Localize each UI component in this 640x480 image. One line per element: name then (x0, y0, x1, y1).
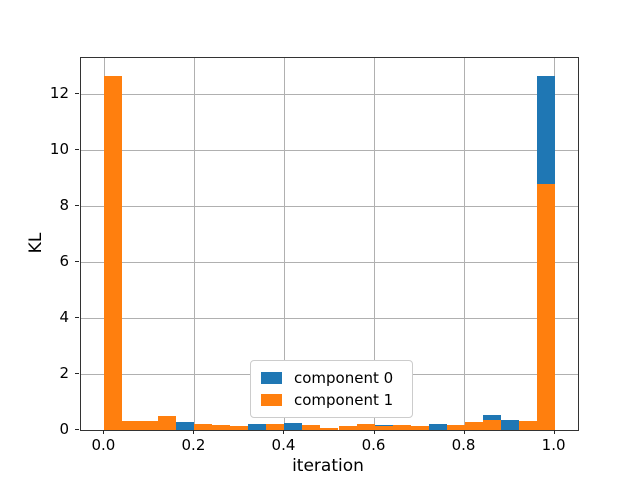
x-tick-label: 0.8 (451, 436, 476, 454)
bar-component-1-bin-20 (464, 421, 483, 430)
bar-component-1-bin-2 (140, 420, 159, 430)
y-tick-mark (75, 149, 79, 151)
gridline-vertical (464, 58, 466, 430)
bar-component-0-bin-4 (176, 421, 195, 430)
bar-component-1-bin-15 (374, 425, 393, 430)
legend: component 0 component 1 (250, 360, 413, 418)
y-tick-mark (75, 93, 79, 95)
y-tick-label: 10 (49, 140, 69, 159)
gridline-horizontal (81, 93, 578, 95)
y-tick-label: 8 (59, 196, 69, 215)
x-tick-label: 1.0 (541, 436, 566, 454)
x-tick-mark (463, 430, 465, 434)
bar-component-1-bin-7 (230, 425, 249, 430)
y-tick-label: 12 (49, 84, 69, 103)
bar-component-1-bin-3 (158, 416, 177, 430)
legend-label-component-1: component 1 (294, 390, 394, 409)
legend-swatch-component-0-icon (261, 372, 282, 384)
x-tick-label: 0.0 (91, 436, 116, 454)
x-tick-mark (553, 430, 555, 434)
gridline-horizontal (81, 205, 578, 207)
legend-swatch-component-1-icon (261, 394, 282, 406)
legend-item-component-0: component 0 (261, 368, 402, 387)
gridline-vertical (283, 58, 285, 430)
bar-component-1-bin-16 (392, 424, 411, 430)
x-tick-mark (193, 430, 195, 434)
bar-component-0-bin-22 (500, 419, 519, 430)
bar-component-1-bin-23 (518, 421, 537, 430)
bar-component-1-bin-0 (104, 76, 123, 430)
x-axis-label: iteration (292, 456, 364, 476)
bar-component-1-bin-6 (212, 424, 231, 430)
y-tick-mark (75, 429, 79, 430)
x-tick-mark (103, 430, 105, 434)
gridline-horizontal (81, 317, 578, 319)
y-tick-mark (75, 317, 79, 319)
y-tick-label: 0 (59, 420, 69, 438)
x-tick-label: 0.4 (271, 436, 296, 454)
bar-component-1-bin-5 (194, 424, 213, 430)
y-axis-label: KL (26, 232, 46, 254)
y-tick-mark (75, 373, 79, 375)
x-tick-label: 0.6 (361, 436, 386, 454)
bar-component-0-bin-10 (284, 423, 303, 430)
gridline-vertical (554, 58, 556, 430)
bar-component-1-bin-19 (446, 424, 465, 430)
bar-component-1-bin-1 (122, 420, 141, 430)
bar-component-1-bin-9 (266, 424, 285, 430)
x-tick-label: 0.2 (181, 436, 206, 454)
gridline-vertical (193, 58, 195, 430)
legend-item-component-1: component 1 (261, 390, 402, 409)
y-tick-mark (75, 205, 79, 207)
bar-component-0-bin-8 (248, 423, 267, 430)
bar-component-1-bin-14 (356, 424, 375, 430)
bar-component-1-bin-13 (338, 426, 357, 430)
bar-component-1-bin-24 (536, 184, 555, 430)
bar-component-1-bin-21 (482, 419, 501, 430)
y-tick-label: 2 (59, 364, 69, 383)
y-tick-label: 4 (59, 308, 69, 327)
bar-component-1-bin-11 (302, 425, 321, 430)
bar-component-1-bin-17 (410, 426, 429, 430)
gridline-horizontal (81, 149, 578, 151)
y-tick-mark (75, 261, 79, 263)
bar-component-1-bin-12 (320, 427, 339, 430)
gridline-horizontal (81, 261, 578, 263)
y-tick-label: 6 (59, 252, 69, 271)
bar-component-0-bin-18 (428, 423, 447, 430)
legend-label-component-0: component 0 (294, 368, 394, 387)
x-tick-mark (283, 430, 285, 434)
gridline-vertical (374, 58, 376, 430)
x-tick-mark (373, 430, 375, 434)
